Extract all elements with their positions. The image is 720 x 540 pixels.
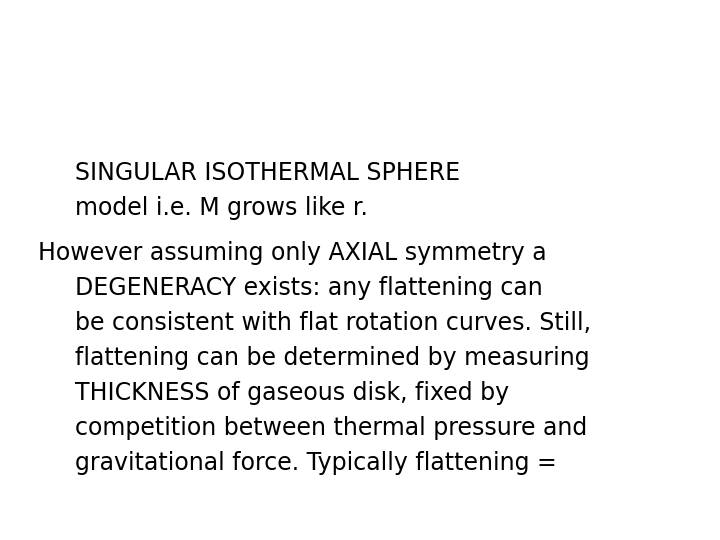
Text: flattening can be determined by measuring: flattening can be determined by measurin… <box>75 346 590 370</box>
Text: competition between thermal pressure and: competition between thermal pressure and <box>75 416 588 440</box>
Text: gravitational force. Typically flattening =: gravitational force. Typically flattenin… <box>75 451 557 475</box>
Text: However assuming only AXIAL symmetry a: However assuming only AXIAL symmetry a <box>38 241 546 265</box>
Text: THICKNESS of gaseous disk, fixed by: THICKNESS of gaseous disk, fixed by <box>75 381 509 405</box>
Text: DEGENERACY exists: any flattening can: DEGENERACY exists: any flattening can <box>75 276 543 300</box>
Text: SINGULAR ISOTHERMAL SPHERE: SINGULAR ISOTHERMAL SPHERE <box>75 161 460 185</box>
Text: be consistent with flat rotation curves. Still,: be consistent with flat rotation curves.… <box>75 311 591 335</box>
Text: model i.e. M grows like r.: model i.e. M grows like r. <box>75 196 368 220</box>
